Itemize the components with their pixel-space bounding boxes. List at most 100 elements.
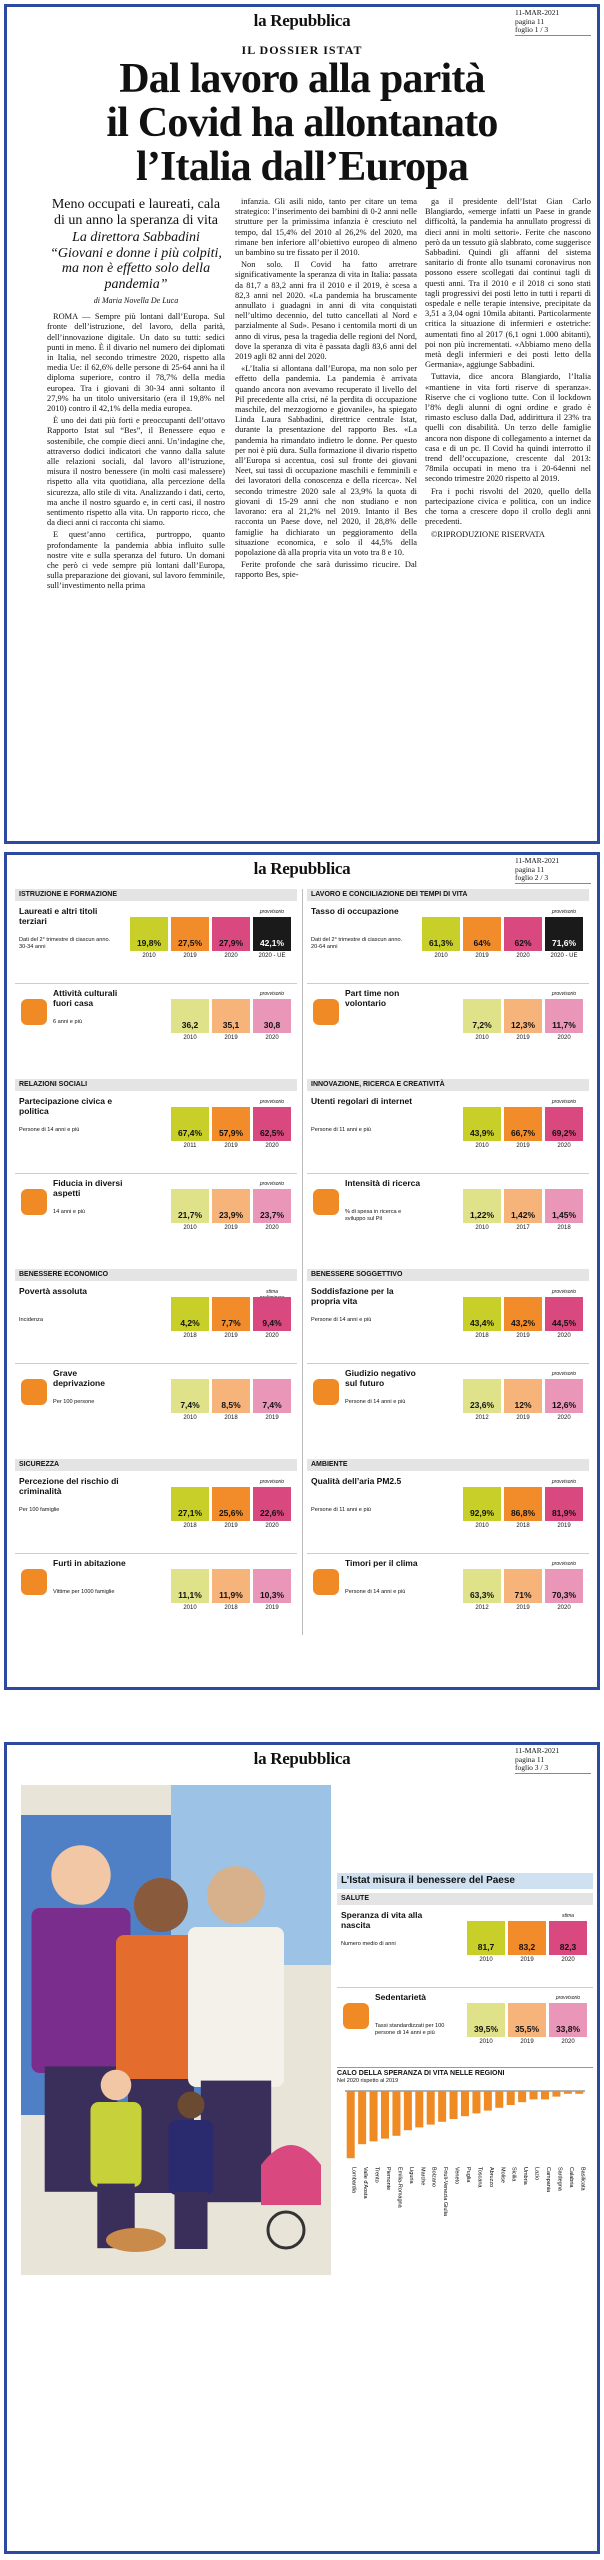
- indicator-name: Intensità di ricerca: [345, 1178, 421, 1188]
- year: 2019: [516, 1605, 530, 1611]
- x-tick-label: Abruzzo: [488, 2167, 494, 2187]
- flag: provvisorio: [259, 909, 285, 915]
- x-tick-label: Emilia-Romagna: [396, 2167, 402, 2209]
- value-tile: 1,42%: [504, 1189, 542, 1223]
- value-tile: 10,3%: [253, 1569, 291, 1603]
- figure-head: [177, 2091, 205, 2119]
- x-tick-label: Lazio: [534, 2167, 540, 2180]
- x-tick-label: Umbria: [522, 2167, 528, 2186]
- value-tile: 43,2%: [504, 1297, 542, 1331]
- indicator-note: Incidenza: [19, 1317, 43, 1323]
- flag: provvisorio: [259, 1181, 285, 1187]
- value-tile: 62,5%: [253, 1107, 291, 1141]
- year: 2010: [479, 2039, 493, 2045]
- bar: [518, 2091, 527, 2103]
- section-title: SICUREZZA: [15, 1459, 297, 1471]
- year: 2019: [183, 953, 197, 959]
- illustration: [21, 1785, 331, 2275]
- indicator-name: Utenti regolari di internet: [311, 1096, 413, 1106]
- value-tile: 8,5%: [212, 1379, 250, 1413]
- chart-title: CALO DELLA SPERANZA DI VITA NELLE REGION…: [337, 2067, 593, 2077]
- section-title: BENESSERE SOGGETTIVO: [307, 1269, 589, 1281]
- text-column: infanzia. Gli asili nido, tanto per cita…: [235, 197, 417, 837]
- value-tile: 70,3%: [545, 1569, 583, 1603]
- figure-legs: [174, 2192, 208, 2249]
- value-tile: 23,6%: [463, 1379, 501, 1413]
- year: 2010: [434, 953, 448, 959]
- section-title: AMBIENTE: [307, 1459, 589, 1471]
- section-title: ISTRUZIONE E FORMAZIONE: [15, 889, 297, 901]
- headline-line: il Covid ha allontanato: [106, 100, 498, 146]
- indicator-name: Qualità dell’aria PM2.5: [311, 1476, 402, 1486]
- flag: provvisorio: [551, 1099, 577, 1105]
- byline: di Maria Novella De Luca: [93, 296, 179, 305]
- indicator-name: Tasso di occupazione: [311, 906, 399, 916]
- flag: provvisorio: [551, 1561, 577, 1567]
- date-box: 11-MAR-2021 pagina 11 foglio 3 / 3: [515, 1746, 591, 1774]
- flag: provvisorio: [555, 1995, 581, 2001]
- indicator-note: Vittime per 1000 famiglie: [53, 1589, 115, 1595]
- value-tile: 35,1: [212, 999, 250, 1033]
- icon: [313, 1189, 339, 1215]
- bar: [346, 2091, 355, 2159]
- indicator-note: Persone di 14 anni e più: [311, 1317, 372, 1323]
- year: 2020: [265, 1523, 279, 1529]
- x-tick-label: Puglia: [465, 2167, 471, 2183]
- divider: [302, 889, 303, 1635]
- value-tile: 12,3%: [504, 999, 542, 1033]
- year: 2010: [475, 1225, 489, 1231]
- date-line: pagina 11: [515, 1754, 545, 1764]
- bar: [461, 2091, 469, 2117]
- masthead: la Repubblica: [253, 859, 351, 878]
- bar: [563, 2091, 572, 2094]
- value-tile: 7,2%: [463, 999, 501, 1033]
- deck-line: Meno occupati e laureati, cala di un ann…: [51, 197, 221, 228]
- separator: [15, 1363, 297, 1364]
- indicator-note: 6 anni e più: [53, 1019, 82, 1025]
- date-box: 11-MAR-2021 pagina 11 foglio 1 / 3: [515, 8, 591, 36]
- year: 2020: [561, 1957, 575, 1963]
- date-line: foglio 1 / 3: [515, 25, 549, 34]
- year: 2019: [475, 953, 489, 959]
- page: la Repubblica 11-MAR-2021 pagina 11 foglio …: [4, 1742, 600, 2554]
- year: 2020: [265, 1333, 279, 1339]
- separator: [337, 1987, 593, 1988]
- dog: [106, 2228, 166, 2252]
- date-line: 11-MAR-2021: [515, 8, 560, 17]
- bar: [392, 2091, 401, 2136]
- deck-line: La direttora Sabbadini “Giovani e donne …: [50, 230, 222, 292]
- value-tile: 7,4%: [253, 1379, 291, 1413]
- bar: [541, 2091, 549, 2100]
- separator: [307, 983, 589, 984]
- value-tile: 92,9%: [463, 1487, 501, 1521]
- value-tile: 62%: [504, 917, 542, 951]
- paragraph: ga il presidente dell’Istat Gian Carlo B…: [425, 197, 591, 370]
- year: 2019: [265, 1415, 279, 1421]
- flag: provvisorio: [551, 991, 577, 997]
- value-tile: 4,2%: [171, 1297, 209, 1331]
- value-tile: 69,2%: [545, 1107, 583, 1141]
- figure-body: [116, 1935, 206, 2085]
- text-column: Meno occupati e laureati, cala di un ann…: [47, 197, 225, 837]
- bar: [358, 2091, 367, 2145]
- value-tile: 12,6%: [545, 1379, 583, 1413]
- paragraph: Tuttavia, dice ancora Blangiardo, l’Ital…: [425, 372, 591, 484]
- year: 2020: [561, 2039, 575, 2045]
- icon: [21, 999, 47, 1025]
- flag: provvisorio: [551, 1289, 577, 1295]
- value-tile: 23,9%: [212, 1189, 250, 1223]
- bar: [449, 2091, 458, 2119]
- bar: [415, 2091, 424, 2128]
- bar: [381, 2091, 389, 2139]
- bar: [483, 2091, 492, 2111]
- indicator-note: Dati del 2° trimestre di ciascun anno. 2…: [311, 937, 403, 950]
- paragraph: ROMA — Sempre più lontani dall’Europa. S…: [47, 312, 225, 414]
- figure-body: [90, 2102, 142, 2187]
- value-tile: 39,5%: [467, 2003, 505, 2037]
- value-tile: 9,4%: [253, 1297, 291, 1331]
- figure-body: [31, 1908, 131, 2073]
- x-tick-label: Toscana: [476, 2167, 482, 2188]
- indicator-name: Percezione del rischio di criminalità: [19, 1476, 119, 1496]
- value-tile: 11,1%: [171, 1569, 209, 1603]
- year: 2018: [516, 1523, 530, 1529]
